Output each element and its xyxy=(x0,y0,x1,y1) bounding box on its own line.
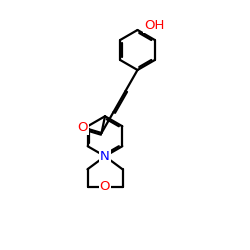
Text: O: O xyxy=(100,180,110,193)
Text: O: O xyxy=(77,121,88,134)
Text: N: N xyxy=(100,150,110,163)
Text: OH: OH xyxy=(144,19,165,32)
